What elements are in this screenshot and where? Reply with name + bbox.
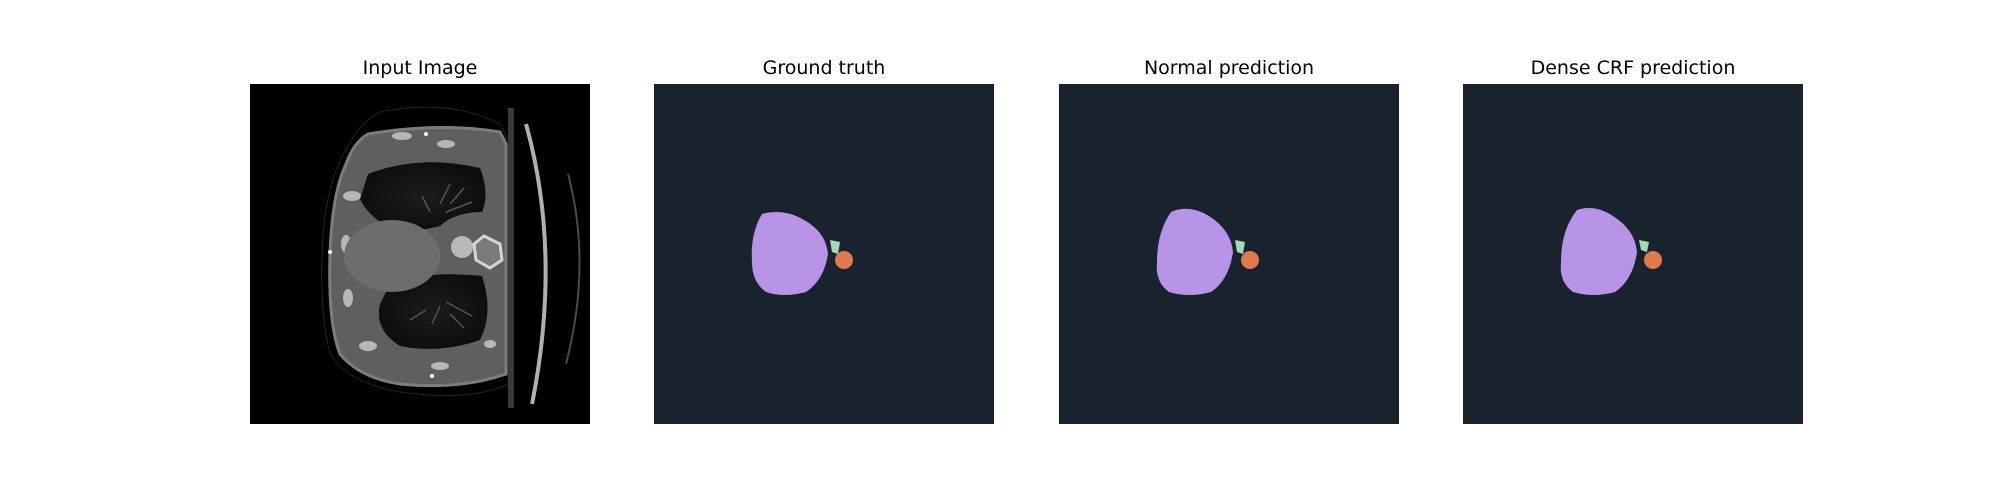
- vessel-region: [830, 240, 840, 254]
- heart-region: [1560, 208, 1637, 295]
- aorta-region: [1644, 251, 1662, 269]
- aorta-region: [835, 251, 853, 269]
- vessel-region: [1639, 240, 1649, 252]
- panel-title: Input Image: [362, 57, 478, 79]
- segmentation-mask-normal-prediction: [1059, 84, 1399, 424]
- panel-title: Dense CRF prediction: [1530, 57, 1736, 79]
- panel-title: Normal prediction: [1143, 57, 1315, 79]
- aorta-region: [1241, 251, 1259, 269]
- segmentation-mask-ground-truth: [654, 84, 994, 424]
- heart-region: [751, 212, 828, 295]
- heart-region: [1156, 208, 1233, 295]
- panel-title: Ground truth: [762, 57, 886, 79]
- ct-scan-image: [250, 84, 590, 424]
- segmentation-mask-dense-crf-prediction: [1463, 84, 1803, 424]
- vessel-region: [1235, 240, 1245, 254]
